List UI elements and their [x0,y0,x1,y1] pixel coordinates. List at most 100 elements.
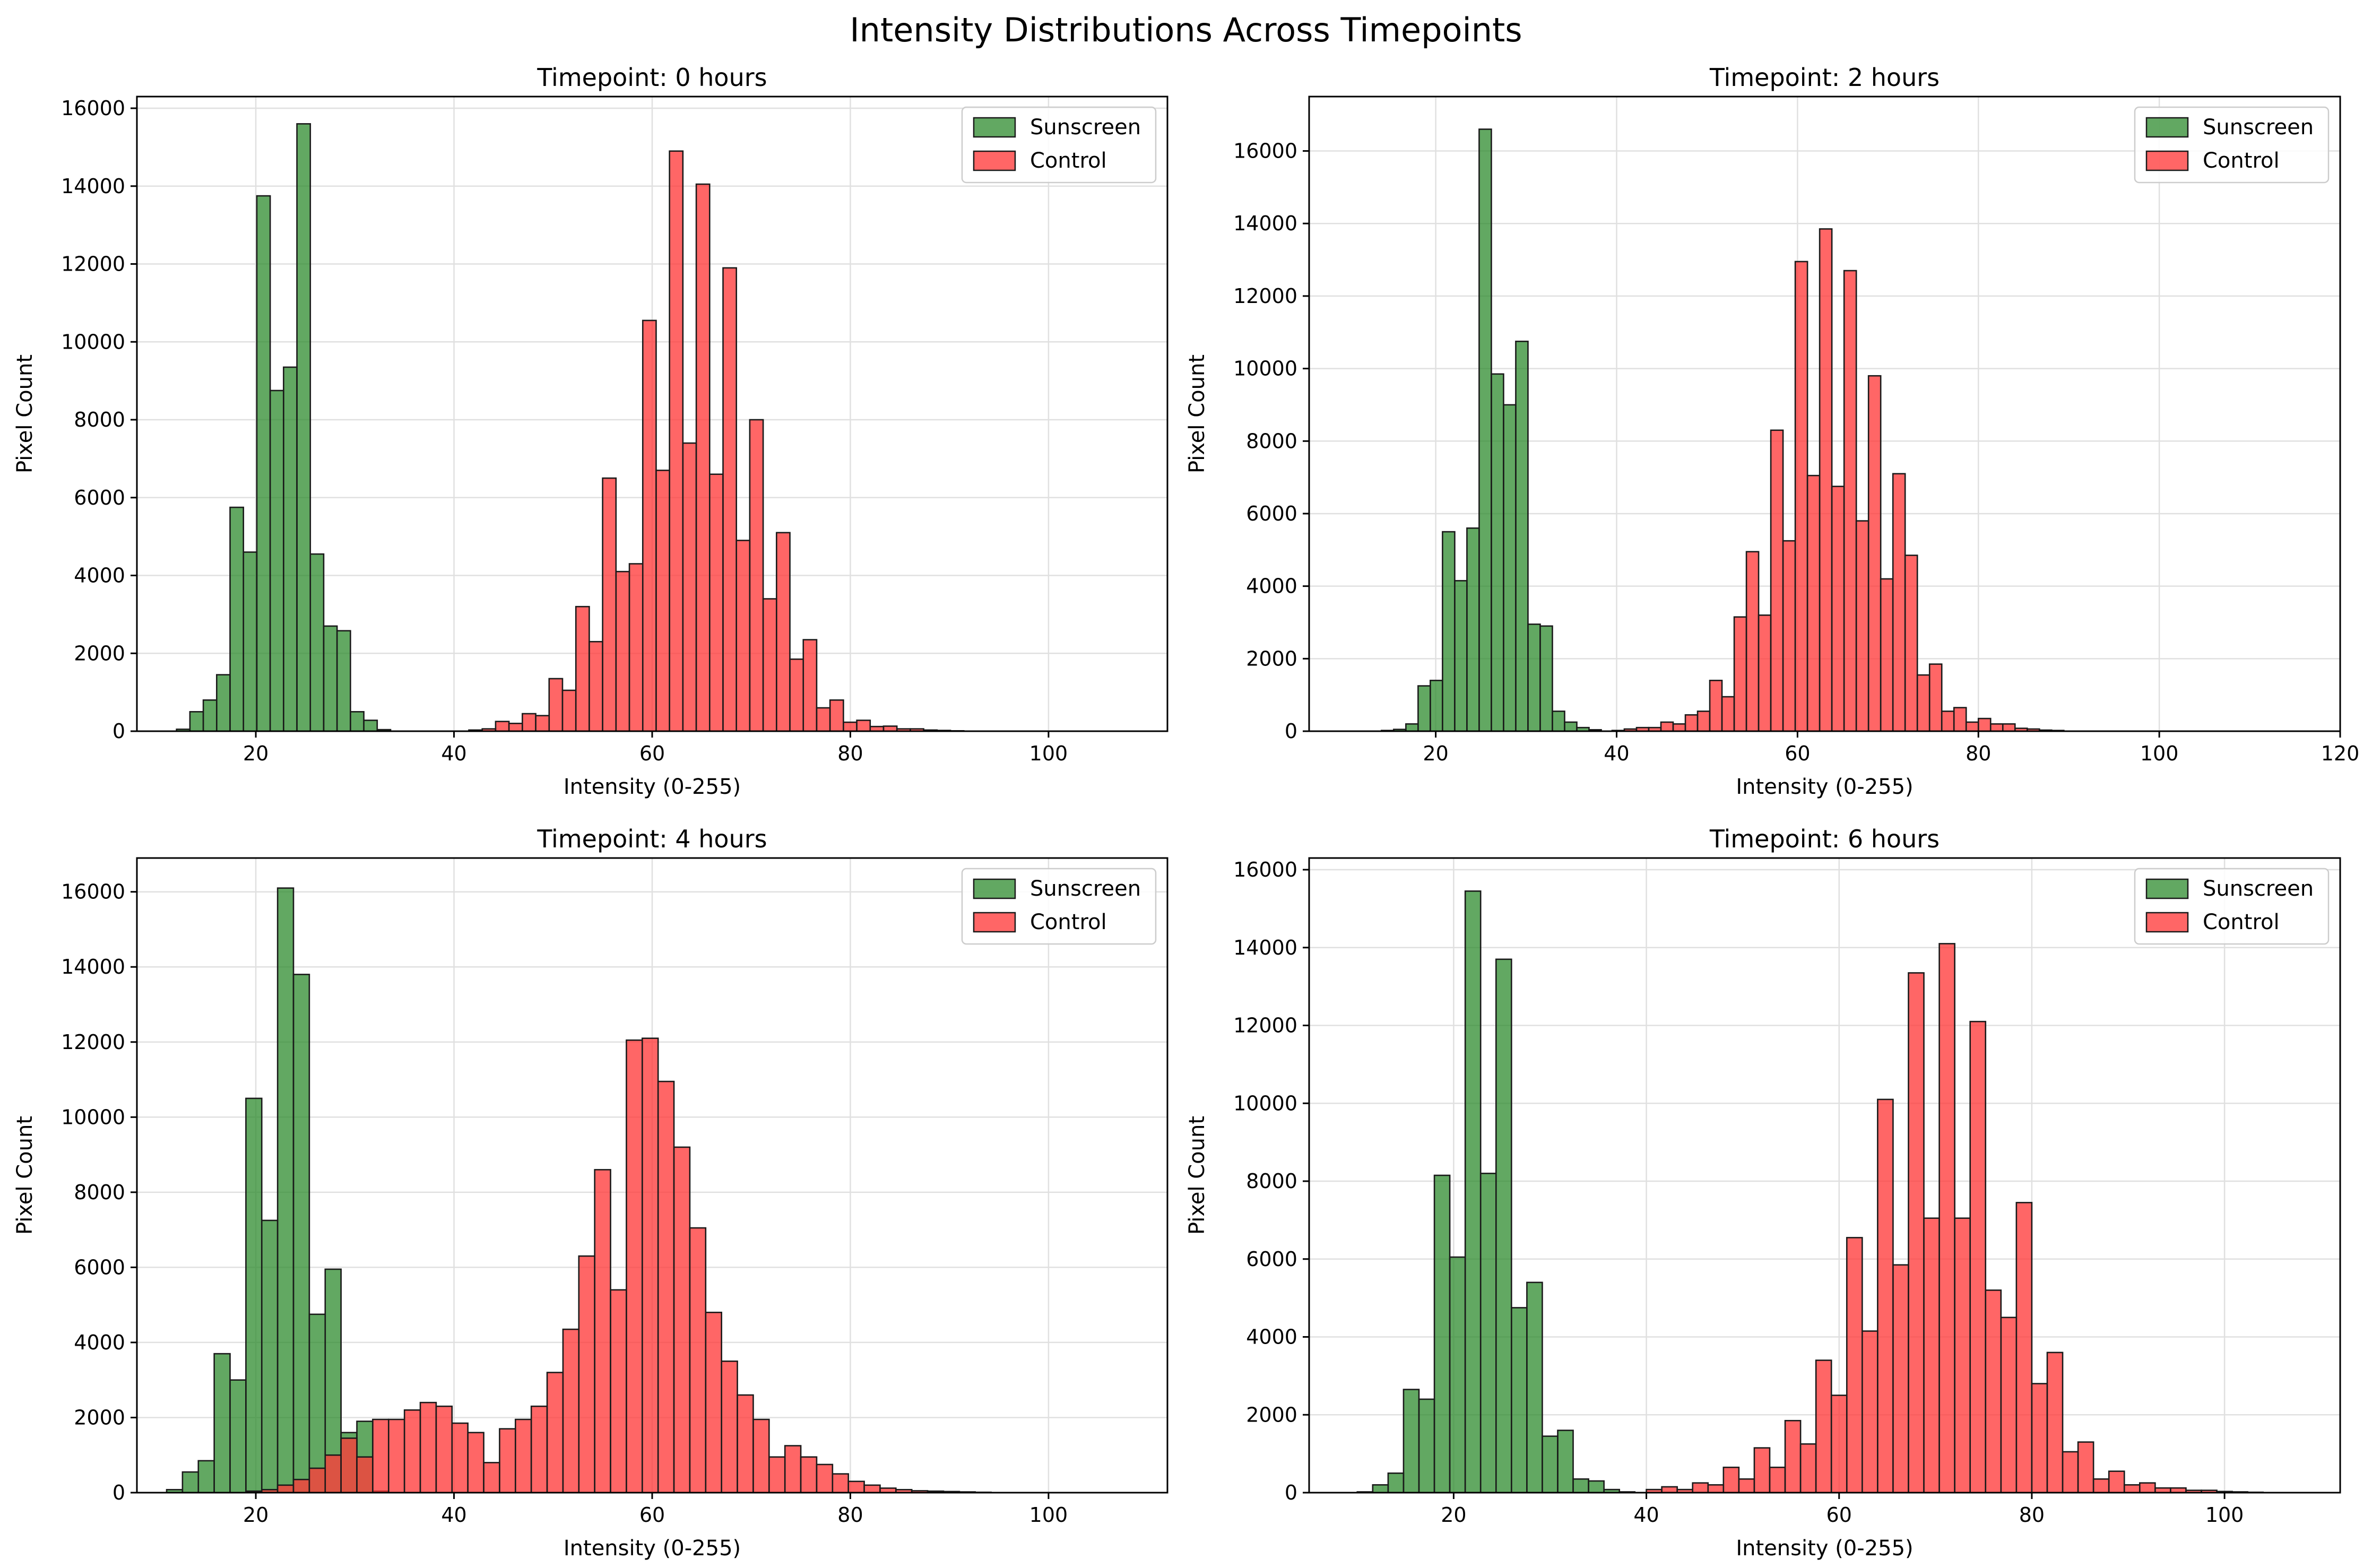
histogram-bar [2077,1441,2094,1494]
histogram-bar [276,1484,295,1494]
y-tick-label: 12000 [61,253,125,276]
histogram-bar [1661,1486,1678,1494]
histogram-bar [1552,711,1565,732]
histogram-bar [856,720,871,732]
histogram-bar [655,470,670,732]
histogram-bar [816,707,831,732]
x-tick-label: 80 [1966,742,1991,765]
x-tick-label: 20 [243,742,269,765]
histogram-bar [2092,1478,2110,1494]
histogram-bar [705,1312,723,1494]
histogram-bar [1782,540,1796,732]
histogram-bar [1527,623,1541,732]
histogram-bar [530,1405,548,1494]
x-tick-label: 60 [639,742,665,765]
subplot-0: 20 40 60 80 100 0 2000 4000 6000 8000 10000 12000 14… [13,63,1168,799]
histogram-bar [1908,972,1925,1494]
histogram-bar [642,1037,659,1494]
x-tick-label: 60 [1785,742,1810,765]
histogram-bar [1938,943,1955,1494]
histogram-bar [575,605,590,732]
histogram-bar [1503,404,1517,732]
y-tick-label: 10000 [1233,1091,1297,1115]
histogram-bar [499,1428,516,1494]
histogram-bar [1985,1289,2002,1494]
histogram-bar [1855,520,1869,732]
x-axis-label: Intensity (0-255) [564,1536,741,1561]
y-tick-label: 8000 [74,408,125,431]
histogram-bar [213,1353,231,1494]
histogram-bar [863,1484,881,1494]
legend-label-sunscreen: Sunscreen [2203,115,2314,140]
histogram-bar [673,1146,691,1494]
histogram-bar [1977,717,1992,732]
y-tick-label: 6000 [1246,1248,1297,1271]
histogram-bar [1442,531,1456,732]
histogram-bar [1526,1281,1543,1494]
histogram-bar [535,715,550,732]
histogram-bar [816,1463,834,1494]
x-axis-label: Intensity (0-255) [1736,1536,1913,1561]
histogram-bar [1923,1217,1940,1494]
histogram-bar [216,674,231,732]
histogram-bar [495,721,510,732]
legend-swatch-sunscreen [973,878,1016,899]
y-tick-label: 14000 [61,175,125,198]
histogram-bar [615,570,630,732]
histogram-bar [1965,721,1979,732]
histogram-bar [682,442,697,732]
histogram-bar [1770,429,1784,732]
histogram-bar [1495,958,1512,1494]
series-control [1611,228,2065,732]
histogram-bar [296,123,311,732]
histogram-bar [1784,1419,1802,1494]
histogram-bar [1815,1359,1832,1494]
histogram-bar [749,419,764,732]
histogram-bar [657,1080,675,1494]
histogram-bar [610,1289,627,1494]
histogram-bar [350,711,365,732]
subplot-title: Timepoint: 4 hours [536,825,767,853]
subplot-1: 20 40 60 80 100 120 0 2000 4000 6000 8000 10000 1200… [1185,63,2359,799]
subplot-title: Timepoint: 6 hours [1709,825,1940,853]
histogram-bar [435,1405,453,1494]
histogram-bar [372,1418,389,1494]
x-tick-label: 40 [1633,1503,1659,1527]
histogram-bar [2000,1316,2018,1494]
legend-swatch-control [973,912,1016,933]
histogram-bar [269,389,284,732]
histogram-bar [1372,1484,1389,1494]
legend-label-sunscreen: Sunscreen [1030,877,1141,901]
histogram-bar [594,1169,611,1494]
histogram-bar [1478,128,1492,732]
histogram-bar [628,563,644,732]
legend-swatch-control [2145,150,2189,171]
histogram-bar [1454,580,1468,732]
histogram-bar [776,532,791,732]
histogram-bar [669,150,684,732]
histogram-bar [189,711,204,732]
histogram-bar [548,678,564,732]
histogram-bar [752,1418,770,1494]
histogram-bar [2108,1470,2125,1494]
histogram-bar [1564,721,1578,732]
x-tick-label: 80 [837,742,863,765]
histogram-bar [1904,555,1918,732]
histogram-bar [588,640,603,732]
histogram-bar [1692,1482,1709,1494]
x-tick-label: 80 [2019,1503,2045,1527]
histogram-bar [1491,373,1504,732]
x-tick-label: 40 [441,742,466,765]
legend-label-control: Control [1030,910,1107,934]
histogram-bar [1928,663,1943,732]
y-tick-label: 6000 [74,1255,125,1279]
y-tick-label: 0 [1285,1481,1297,1504]
histogram-bar [1672,723,1686,732]
histogram-bar [1794,261,1808,732]
histogram-bar [2062,1451,2079,1494]
histogram-bar [522,713,536,732]
histogram-bar [1572,1478,1589,1494]
histogram-bar [2139,1482,2156,1494]
histogram-bar [735,540,751,732]
histogram-bar [1916,674,1931,732]
